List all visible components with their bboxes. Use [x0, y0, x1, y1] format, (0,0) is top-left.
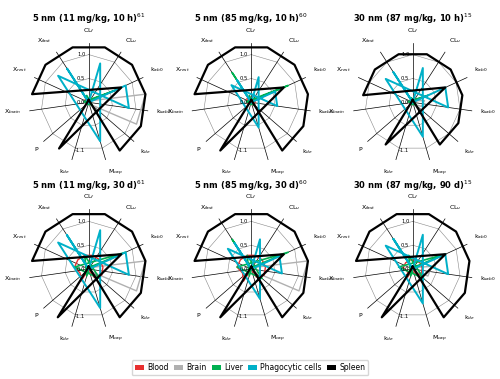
Text: 0.5: 0.5	[240, 76, 248, 81]
Text: 0.0: 0.0	[77, 266, 86, 272]
Text: X$_{rest}$: X$_{rest}$	[174, 65, 190, 74]
Text: 0.5: 0.5	[77, 243, 86, 248]
Text: P: P	[196, 147, 200, 152]
Text: X$_{fast}$: X$_{fast}$	[200, 36, 214, 45]
Text: X$_{fast}$: X$_{fast}$	[362, 36, 376, 45]
Text: X$_{brain}$: X$_{brain}$	[167, 274, 184, 283]
Text: 0.0: 0.0	[401, 266, 409, 272]
Text: X$_{fast}$: X$_{fast}$	[200, 203, 214, 212]
Text: X$_{fast}$: X$_{fast}$	[362, 203, 376, 212]
Text: 5 nm (11 mg/kg, 10 h)$^{61}$: 5 nm (11 mg/kg, 10 h)$^{61}$	[32, 11, 146, 26]
Text: P: P	[196, 313, 200, 318]
Text: X$_{rest}$: X$_{rest}$	[12, 65, 27, 74]
Text: k$_{ab0}$: k$_{ab0}$	[150, 65, 164, 74]
Text: 0.5: 0.5	[401, 76, 409, 81]
Text: X$_{rest}$: X$_{rest}$	[336, 232, 351, 241]
Text: k$_{de}$: k$_{de}$	[382, 168, 394, 176]
Text: 0.0: 0.0	[240, 266, 248, 272]
Text: CL$_u$: CL$_u$	[126, 203, 138, 212]
Text: k$_{ab0}$: k$_{ab0}$	[313, 65, 326, 74]
Text: CL$_f$: CL$_f$	[83, 193, 94, 201]
Text: k$_{sab0}$: k$_{sab0}$	[318, 274, 334, 283]
Text: -1.1: -1.1	[399, 314, 409, 319]
Text: k$_{sab0}$: k$_{sab0}$	[156, 274, 172, 283]
Text: CL$_f$: CL$_f$	[407, 26, 418, 34]
Text: X$_{brain}$: X$_{brain}$	[328, 108, 345, 116]
Text: P: P	[34, 313, 37, 318]
Text: 30 nm (87 mg/kg, 90 d)$^{15}$: 30 nm (87 mg/kg, 90 d)$^{15}$	[353, 178, 472, 193]
Text: 5 nm (85 mg/kg, 30 d)$^{60}$: 5 nm (85 mg/kg, 30 d)$^{60}$	[194, 178, 308, 193]
Text: k$_{de}$: k$_{de}$	[221, 168, 232, 176]
Text: k$_{de}$: k$_{de}$	[140, 313, 151, 323]
Text: -1.1: -1.1	[238, 314, 248, 319]
Text: 0.0: 0.0	[240, 100, 248, 105]
Text: M$_{cap}$: M$_{cap}$	[270, 168, 285, 177]
Text: k$_{ab0}$: k$_{ab0}$	[474, 65, 488, 74]
Text: k$_{de}$: k$_{de}$	[140, 147, 151, 156]
Text: CL$_f$: CL$_f$	[246, 193, 257, 201]
Text: 0.5: 0.5	[240, 243, 248, 248]
Text: -1.1: -1.1	[238, 147, 248, 153]
Text: M$_{cap}$: M$_{cap}$	[108, 168, 123, 177]
Text: -1.1: -1.1	[399, 147, 409, 153]
Text: k$_{de}$: k$_{de}$	[464, 313, 475, 323]
Text: k$_{sab0}$: k$_{sab0}$	[318, 108, 334, 116]
Text: -1.1: -1.1	[75, 314, 86, 319]
Text: 5 nm (85 mg/kg, 10 h)$^{60}$: 5 nm (85 mg/kg, 10 h)$^{60}$	[194, 11, 308, 26]
Text: X$_{rest}$: X$_{rest}$	[12, 232, 27, 241]
Text: X$_{fast}$: X$_{fast}$	[38, 203, 52, 212]
Text: 0.5: 0.5	[401, 243, 409, 248]
Text: k$_{ab0}$: k$_{ab0}$	[313, 232, 326, 241]
Text: 1.0: 1.0	[77, 219, 86, 224]
Text: X$_{fast}$: X$_{fast}$	[38, 36, 52, 45]
Text: X$_{rest}$: X$_{rest}$	[336, 65, 351, 74]
Text: M$_{cap}$: M$_{cap}$	[108, 334, 123, 344]
Text: M$_{cap}$: M$_{cap}$	[432, 334, 447, 344]
Text: P: P	[358, 147, 362, 152]
Text: 1.0: 1.0	[77, 52, 86, 57]
Text: 1.0: 1.0	[240, 219, 248, 224]
Text: k$_{sab0}$: k$_{sab0}$	[480, 274, 496, 283]
Text: M$_{cap}$: M$_{cap}$	[270, 334, 285, 344]
Text: k$_{sab0}$: k$_{sab0}$	[156, 108, 172, 116]
Text: CL$_u$: CL$_u$	[450, 36, 462, 45]
Text: 0.0: 0.0	[77, 100, 86, 105]
Text: P: P	[358, 313, 362, 318]
Text: k$_{de}$: k$_{de}$	[302, 147, 314, 156]
Legend: Blood, Brain, Liver, Phagocytic cells, Spleen: Blood, Brain, Liver, Phagocytic cells, S…	[132, 360, 368, 375]
Text: CL$_u$: CL$_u$	[288, 36, 300, 45]
Text: k$_{de}$: k$_{de}$	[302, 313, 314, 323]
Text: X$_{brain}$: X$_{brain}$	[4, 108, 21, 116]
Text: P: P	[34, 147, 37, 152]
Text: CL$_u$: CL$_u$	[450, 203, 462, 212]
Text: k$_{ab0}$: k$_{ab0}$	[474, 232, 488, 241]
Text: X$_{brain}$: X$_{brain}$	[328, 274, 345, 283]
Text: X$_{brain}$: X$_{brain}$	[167, 108, 184, 116]
Text: 0.0: 0.0	[401, 100, 409, 105]
Text: CL$_f$: CL$_f$	[246, 26, 257, 34]
Text: k$_{de}$: k$_{de}$	[382, 334, 394, 343]
Text: CL$_f$: CL$_f$	[407, 193, 418, 201]
Text: M$_{cap}$: M$_{cap}$	[432, 168, 447, 177]
Text: 1.0: 1.0	[401, 219, 409, 224]
Text: X$_{brain}$: X$_{brain}$	[4, 274, 21, 283]
Text: CL$_f$: CL$_f$	[83, 26, 94, 34]
Text: 1.0: 1.0	[240, 52, 248, 57]
Text: 0.5: 0.5	[77, 76, 86, 81]
Text: k$_{de}$: k$_{de}$	[58, 334, 70, 343]
Text: k$_{sab0}$: k$_{sab0}$	[480, 108, 496, 116]
Text: -1.1: -1.1	[75, 147, 86, 153]
Text: CL$_u$: CL$_u$	[126, 36, 138, 45]
Text: 30 nm (87 mg/kg, 10 h)$^{15}$: 30 nm (87 mg/kg, 10 h)$^{15}$	[353, 11, 472, 26]
Text: k$_{de}$: k$_{de}$	[221, 334, 232, 343]
Text: 5 nm (11 mg/kg, 30 d)$^{61}$: 5 nm (11 mg/kg, 30 d)$^{61}$	[32, 178, 146, 193]
Text: k$_{de}$: k$_{de}$	[58, 168, 70, 176]
Text: k$_{de}$: k$_{de}$	[464, 147, 475, 156]
Text: k$_{ab0}$: k$_{ab0}$	[150, 232, 164, 241]
Text: CL$_u$: CL$_u$	[288, 203, 300, 212]
Text: X$_{rest}$: X$_{rest}$	[174, 232, 190, 241]
Text: 1.0: 1.0	[401, 52, 409, 57]
